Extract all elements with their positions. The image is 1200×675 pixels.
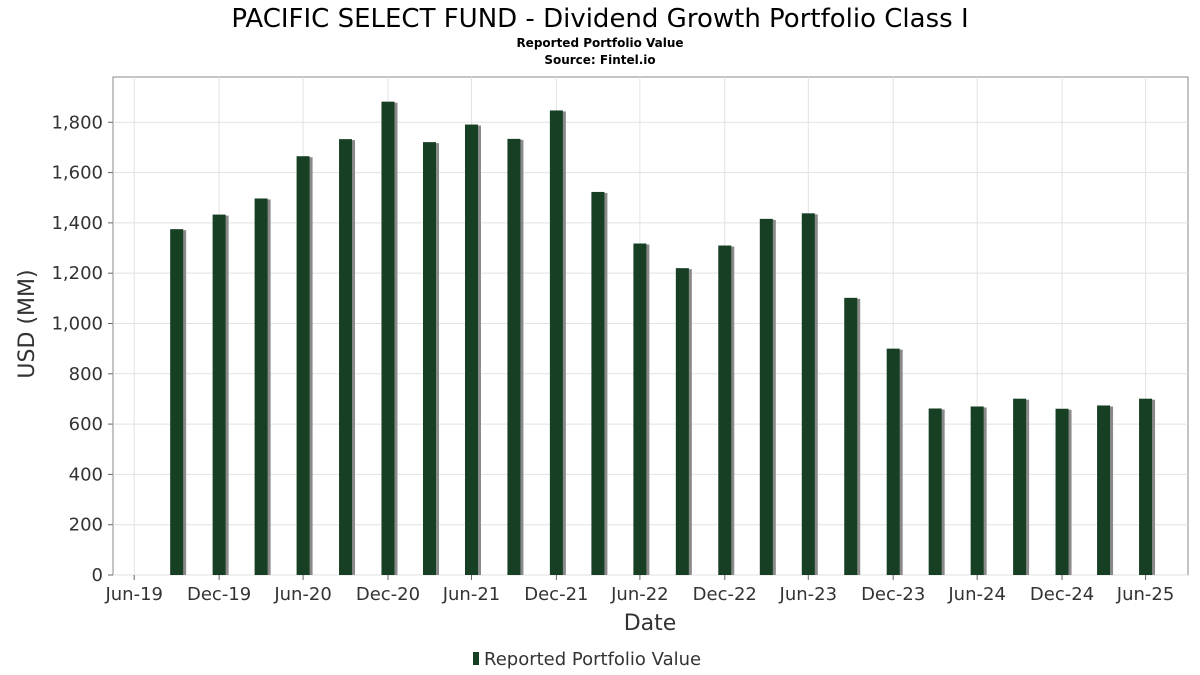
bar — [970, 406, 984, 575]
bar — [928, 408, 942, 575]
x-axis-title: Date — [624, 611, 677, 636]
x-tick-label: Jun-19 — [104, 584, 163, 605]
x-tick-label: Dec-24 — [1030, 584, 1094, 605]
bar — [549, 110, 563, 576]
x-tick-label: Dec-20 — [356, 584, 420, 605]
x-tick-label: Jun-20 — [273, 584, 332, 605]
chart-source: Source: Fintel.io — [544, 53, 655, 67]
bar — [1055, 408, 1069, 575]
y-tick-label: 0 — [92, 565, 103, 586]
y-tick-label: 1,000 — [51, 313, 103, 334]
bar — [759, 218, 773, 575]
bar — [1097, 405, 1111, 575]
x-tick-label: Jun-23 — [779, 584, 838, 605]
y-tick-label: 1,200 — [51, 263, 103, 284]
bar — [507, 138, 521, 575]
legend: Reported Portfolio Value — [473, 649, 701, 670]
x-tick-label: Jun-25 — [1116, 584, 1175, 605]
bar — [718, 245, 732, 576]
bar — [801, 213, 815, 575]
y-tick-label: 1,600 — [51, 163, 103, 184]
bar — [633, 243, 647, 575]
y-tick-label: 1,400 — [51, 213, 103, 234]
bar — [886, 348, 900, 575]
y-tick-label: 200 — [69, 515, 103, 536]
y-tick-label: 1,800 — [51, 112, 103, 133]
x-tick-label: Jun-21 — [442, 584, 501, 605]
bar — [381, 101, 395, 575]
x-tick-label: Dec-22 — [693, 584, 757, 605]
chart-title: PACIFIC SELECT FUND - Dividend Growth Po… — [231, 4, 968, 34]
bar — [1013, 398, 1027, 575]
plot-area — [112, 76, 1189, 576]
bar — [339, 139, 353, 575]
bar — [1139, 398, 1153, 575]
bar — [254, 198, 268, 575]
legend-swatch — [473, 652, 479, 665]
x-tick-label: Dec-23 — [861, 584, 925, 605]
x-tick-label: Jun-24 — [947, 584, 1006, 605]
bar — [212, 214, 226, 575]
bars — [170, 101, 1156, 576]
x-tick-label: Dec-19 — [187, 584, 251, 605]
y-tick-label: 600 — [69, 414, 103, 435]
bar — [675, 268, 689, 575]
axes: 0 200 400 600 800 1,000 1,200 1,400 1,600 1,800 Ju… — [51, 112, 1174, 605]
x-tick-label: Jun-22 — [610, 584, 669, 605]
bar — [591, 191, 605, 575]
bar — [296, 156, 310, 575]
chart-subtitle: Reported Portfolio Value — [516, 36, 683, 50]
bar — [844, 297, 858, 575]
bar — [170, 229, 184, 575]
bar — [464, 124, 478, 575]
x-tick-label: Dec-21 — [524, 584, 588, 605]
y-tick-label: 800 — [69, 364, 103, 385]
y-tick-label: 400 — [69, 464, 103, 485]
bar — [423, 142, 437, 575]
legend-label: Reported Portfolio Value — [484, 649, 701, 670]
y-axis-title: USD (MM) — [15, 269, 40, 378]
